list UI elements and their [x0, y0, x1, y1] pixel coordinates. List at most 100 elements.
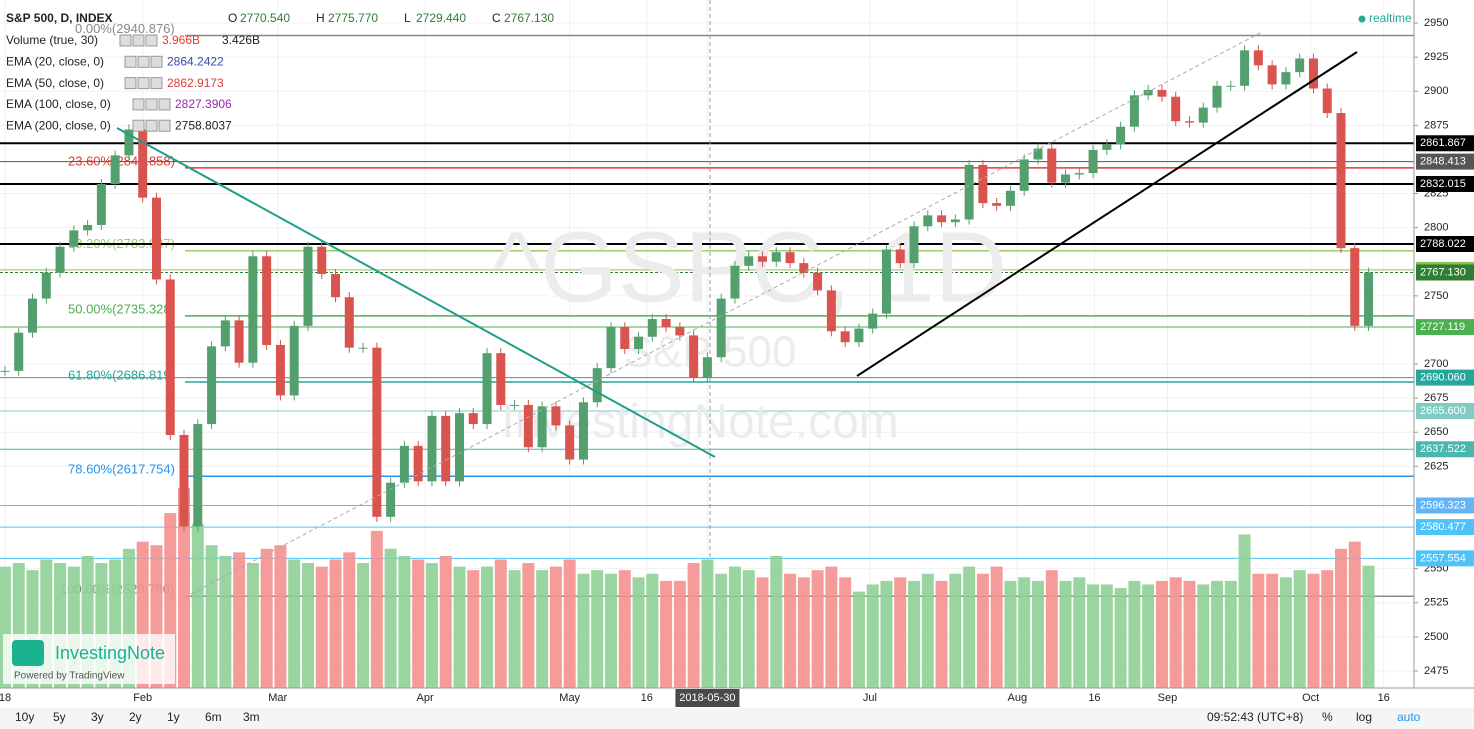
candle-body — [1061, 174, 1071, 183]
candle-body — [165, 279, 175, 435]
range-button[interactable]: 1y — [167, 710, 180, 724]
volume-bar — [646, 573, 659, 688]
indicator-value: 3.966B — [162, 33, 200, 47]
indicator-button[interactable] — [132, 119, 145, 132]
volume-bar — [357, 563, 370, 688]
volume-bar — [1155, 580, 1168, 688]
volume-bar — [191, 523, 204, 688]
candle-body — [923, 215, 933, 227]
candle-body — [1198, 107, 1208, 123]
candle-body — [331, 274, 341, 298]
volume-bar — [591, 570, 604, 688]
fib-label: 0.00%(2940.876) — [75, 21, 175, 36]
volume-bar — [1183, 580, 1196, 688]
indicator-button[interactable] — [158, 98, 171, 111]
range-button[interactable]: 6m — [205, 710, 222, 724]
candle-body — [1212, 85, 1222, 108]
price-tag — [1416, 135, 1474, 152]
indicator-button[interactable] — [132, 34, 145, 47]
indicator-button[interactable] — [124, 55, 137, 68]
volume-bar — [233, 552, 246, 688]
candle-body — [1143, 89, 1153, 96]
volume-bar — [1059, 580, 1072, 688]
option-button[interactable]: auto — [1397, 710, 1421, 724]
range-button[interactable]: 10y — [15, 710, 34, 724]
candle-body — [1336, 113, 1346, 249]
candle-body — [1350, 248, 1360, 326]
indicator-button[interactable] — [145, 34, 158, 47]
range-button[interactable]: 3y — [91, 710, 104, 724]
candle-body — [1253, 50, 1263, 66]
candle-body — [578, 402, 588, 460]
volume-bar — [563, 559, 576, 688]
indicator-button[interactable] — [119, 34, 132, 47]
indicator-name: EMA (100, close, 0) — [6, 97, 111, 111]
x-tick-label: Sep — [1158, 692, 1178, 704]
candle-body — [771, 252, 781, 262]
indicator-button[interactable] — [137, 55, 150, 68]
candle-body — [1364, 272, 1374, 326]
candle-body — [96, 184, 106, 225]
indicator-value: 2758.8037 — [175, 118, 232, 132]
volume-bar — [1197, 584, 1210, 688]
fib-label: 61.80%(2686.819) — [68, 367, 175, 382]
candle-body — [248, 256, 258, 363]
candle-body — [744, 256, 754, 266]
price-axis — [1414, 0, 1474, 688]
price-tag-label: 2788.022 — [1420, 238, 1466, 250]
candle-body — [937, 215, 947, 223]
x-tick-label: 2018-05-30 — [679, 692, 735, 704]
volume-bar — [1321, 570, 1334, 688]
candle-body — [964, 164, 974, 220]
volume-bar — [866, 584, 879, 688]
x-tick-label: Apr — [416, 692, 433, 704]
range-button[interactable]: 2y — [129, 710, 142, 724]
candle-body — [1074, 173, 1084, 175]
candle-body — [1116, 126, 1126, 145]
y-tick-label: 2475 — [1424, 665, 1448, 677]
volume-bar — [205, 545, 218, 688]
indicator-button[interactable] — [137, 77, 150, 90]
candle-body — [647, 319, 657, 337]
price-tag — [1416, 175, 1474, 192]
candle-body — [482, 353, 492, 425]
indicator-button[interactable] — [145, 98, 158, 111]
volume-bar — [1362, 565, 1375, 688]
y-tick-label: 2700 — [1424, 358, 1448, 370]
volume-layer — [0, 488, 1375, 688]
indicator-value: 2827.3906 — [175, 97, 232, 111]
option-button[interactable]: % — [1322, 710, 1333, 724]
indicator-button[interactable] — [132, 98, 145, 111]
volume-bar — [508, 570, 521, 688]
volume-bar — [343, 552, 356, 688]
indicator-button[interactable] — [145, 119, 158, 132]
volume-bar — [453, 566, 466, 688]
legend: O 2770.540 H 2775.770 L 2729.440 C 2767.130 Volu… — [6, 11, 554, 132]
volume-bar — [618, 570, 631, 688]
candle-body — [1033, 148, 1043, 160]
volume-bar — [990, 566, 1003, 688]
y-tick-label: 2875 — [1424, 119, 1448, 131]
trend-line — [116, 127, 716, 458]
candle-body — [675, 327, 685, 336]
indicator-button[interactable] — [158, 119, 171, 132]
candle-body — [909, 226, 919, 264]
indicator-button[interactable] — [124, 77, 137, 90]
ohlc-value: 2767.130 — [504, 11, 554, 25]
volume-bar — [604, 573, 617, 688]
candle-body — [716, 298, 726, 358]
price-tag — [1416, 235, 1474, 252]
volume-bar — [784, 573, 797, 688]
ohlc-key: C — [492, 11, 501, 25]
volume-bar — [894, 577, 907, 688]
range-button[interactable]: 5y — [53, 710, 66, 724]
option-button[interactable]: log — [1356, 710, 1372, 724]
indicator-button[interactable] — [150, 55, 163, 68]
volume-bar — [1211, 580, 1224, 688]
volume-bar — [26, 570, 39, 688]
indicator-button[interactable] — [150, 77, 163, 90]
volume-bar — [949, 573, 962, 688]
candle-body — [179, 434, 189, 527]
volume-bar — [274, 545, 287, 688]
range-button[interactable]: 3m — [243, 710, 260, 724]
